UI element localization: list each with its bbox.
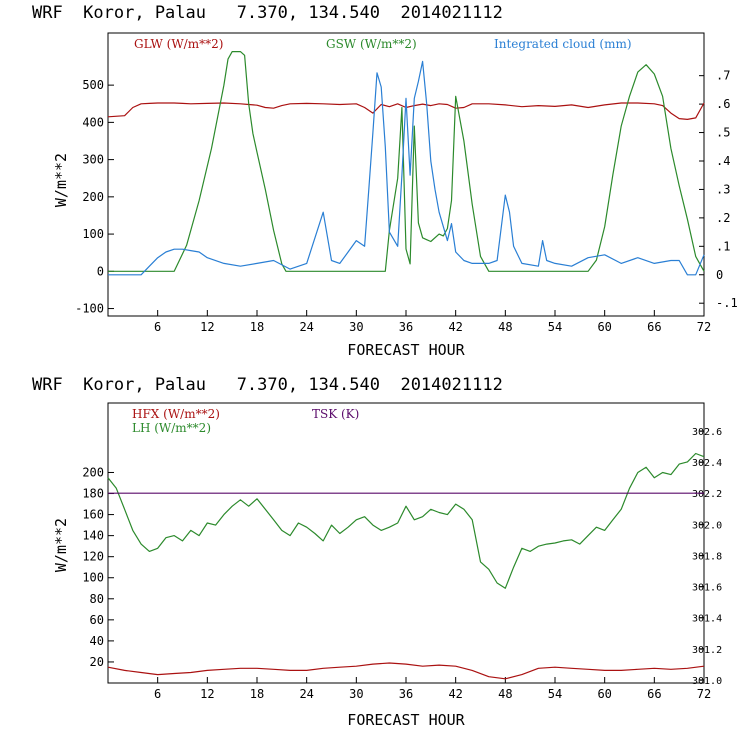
y-tick-label: 200	[82, 465, 104, 479]
plot-frame-2	[107, 402, 705, 684]
x-tick-label: 48	[498, 320, 512, 334]
y-ticks-2: 20 40 60 80 100 120 140 160 180 200	[82, 465, 114, 669]
x-tick-label: 72	[697, 320, 711, 334]
y2-tick-label: 301.8	[692, 551, 722, 562]
series-line-hfx	[107, 662, 705, 680]
x-tick-label: 12	[200, 687, 214, 701]
x-ticks: 6 12 18 24 30 36 42 48 54 60 66 72	[154, 310, 711, 334]
y2-tick-label: 301.0	[692, 676, 722, 687]
y-tick-label: 20	[90, 655, 104, 669]
x-tick-label: 18	[250, 320, 264, 334]
y-tick-label: 500	[82, 78, 104, 92]
legend-cloud: Integrated cloud (mm)	[494, 37, 632, 51]
y2-ticks: -.1 0 .1 .2 .3 .4 .5 .6 .7	[699, 69, 738, 310]
y-axis-label-2: W/m**2	[52, 518, 70, 572]
x-tick-label: 48	[498, 687, 512, 701]
y2-tick-label: 302.6	[692, 427, 722, 438]
series-line-lh	[107, 452, 705, 589]
x-tick-label: 42	[448, 687, 462, 701]
legend-gsw: GSW (W/m**2)	[326, 37, 417, 51]
y-tick-label: 300	[82, 153, 104, 167]
y2-tick-label: .7	[716, 69, 730, 83]
chart-title-2: WRF Koror, Palau 7.370, 134.540 20140211…	[32, 375, 503, 395]
y2-tick-label: 302.0	[692, 520, 722, 531]
panel-bottom: WRF Koror, Palau 7.370, 134.540 20140211…	[32, 375, 722, 729]
series-line-glw	[107, 102, 705, 121]
y-tick-label: 60	[90, 613, 104, 627]
y2-tick-label: 0	[716, 268, 723, 282]
y-ticks: -100 0 100 200 300 400 500	[75, 78, 114, 316]
series-line-integrated	[108, 60, 705, 276]
x-tick-label: 18	[250, 687, 264, 701]
y2-tick-label: .6	[716, 97, 730, 111]
y-tick-label: 80	[90, 592, 104, 606]
x-tick-label: 6	[154, 687, 161, 701]
y2-tick-label: 302.2	[692, 489, 722, 500]
y-tick-label: 120	[82, 550, 104, 564]
x-tick-label: 24	[299, 687, 313, 701]
x-tick-label: 60	[597, 687, 611, 701]
y-tick-label: 40	[90, 634, 104, 648]
x-tick-label: 24	[299, 320, 313, 334]
x-tick-label: 12	[200, 320, 214, 334]
y2-tick-label: 302.4	[692, 458, 722, 469]
x-axis-label-2: FORECAST HOUR	[347, 711, 465, 729]
y-tick-label: 100	[82, 571, 104, 585]
series-group-2	[107, 452, 705, 680]
x-tick-label: 30	[349, 687, 363, 701]
y-tick-label: 200	[82, 190, 104, 204]
y-tick-label: 100	[82, 227, 104, 241]
x-tick-label: 60	[597, 320, 611, 334]
x-tick-label: 36	[399, 687, 413, 701]
plot-frame	[107, 32, 705, 317]
x-tick-label: 6	[154, 320, 161, 334]
x-tick-label: 30	[349, 320, 363, 334]
x-axis-label: FORECAST HOUR	[347, 341, 465, 359]
y2-tick-label: 301.2	[692, 645, 722, 656]
y-tick-label: 160	[82, 508, 104, 522]
y2-tick-label: .4	[716, 154, 730, 168]
y-tick-label: 400	[82, 115, 104, 129]
legend-hfx: HFX (W/m**2)	[132, 407, 220, 421]
x-tick-label: 42	[448, 320, 462, 334]
y2-tick-label: .1	[716, 239, 730, 253]
y-axis-label: W/m**2	[52, 153, 70, 207]
panel-top: WRF Koror, Palau 7.370, 134.540 20140211…	[32, 3, 738, 359]
y2-tick-label: -.1	[716, 296, 738, 310]
y-tick-label: -100	[75, 302, 104, 316]
y2-tick-label: .2	[716, 211, 730, 225]
x-tick-label: 54	[548, 320, 562, 334]
series-group	[107, 50, 705, 276]
x-tick-label: 66	[647, 320, 661, 334]
series-line-gsw	[108, 50, 705, 272]
legend-tsk: TSK (K)	[312, 407, 359, 421]
x-tick-label: 66	[647, 687, 661, 701]
y2-tick-label: .3	[716, 182, 730, 196]
x-tick-label: 54	[548, 687, 562, 701]
y2-tick-label: 301.6	[692, 583, 722, 594]
x-ticks-2: 6 12 18 24 30 36 42 48 54 60 66 72	[154, 677, 711, 701]
legend-lh: LH (W/m**2)	[132, 421, 211, 435]
chart-title: WRF Koror, Palau 7.370, 134.540 20140211…	[32, 3, 503, 23]
legend-glw: GLW (W/m**2)	[134, 37, 223, 51]
y-tick-label: 180	[82, 487, 104, 501]
y-tick-label: 0	[97, 264, 104, 278]
y2-tick-label: 301.4	[692, 614, 722, 625]
y2-tick-label: .5	[716, 126, 730, 140]
y-tick-label: 140	[82, 529, 104, 543]
x-tick-label: 72	[697, 687, 711, 701]
x-tick-label: 36	[399, 320, 413, 334]
y2-ticks-2: 301.0 301.2 301.4 301.6 301.8 302.0 302.2 302.4…	[692, 427, 722, 687]
